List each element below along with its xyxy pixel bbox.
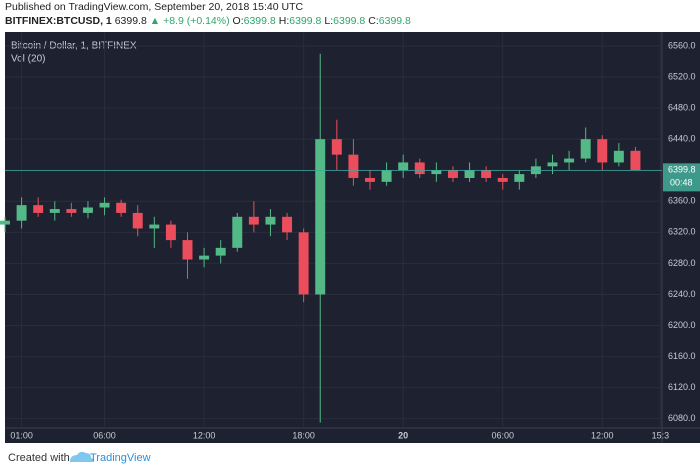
x-tick-label: 12:00 <box>193 430 216 440</box>
published: Published on TradingView.com, September … <box>5 1 304 13</box>
candle-body <box>199 255 210 260</box>
ohlc-value: 6399.8 <box>333 15 366 27</box>
last-price-label: 6399.8 <box>668 165 696 175</box>
candle-body <box>0 220 10 225</box>
candle-body <box>497 177 508 182</box>
chart-background <box>5 32 700 443</box>
y-tick-label: 6240.0 <box>668 289 696 299</box>
ohlc: O:6399.8 H:6399.8 L:6399.8 C:6399.8 <box>233 15 414 27</box>
countdown: 00:48 <box>670 178 693 188</box>
candle-body <box>215 247 226 256</box>
candle-body <box>182 240 193 260</box>
header: Published on TradingView.com, September … <box>5 0 414 28</box>
candle-body <box>149 224 160 229</box>
x-tick-label: 20 <box>398 430 408 440</box>
candle-body <box>232 216 243 248</box>
plot: 6080.0 6120.0 6160.0 6200.0 6240.0 6280.0 6320… <box>0 32 700 440</box>
brand: TradingView <box>90 452 151 464</box>
candle-body <box>630 150 641 171</box>
candle-body <box>16 205 27 221</box>
ohlc-label: C: <box>368 15 379 27</box>
ohlc-value: 6399.8 <box>378 15 411 27</box>
y-tick-label: 6560.0 <box>668 40 696 50</box>
candle-body <box>132 212 143 229</box>
x-tick-label: 12:00 <box>591 430 614 440</box>
arrow: ▲ <box>149 15 161 27</box>
candle-body <box>82 207 93 213</box>
y-tick-label: 6120.0 <box>668 382 696 392</box>
created-with: Created with <box>8 452 70 464</box>
change: +8.9 (+0.14%) <box>163 15 230 27</box>
candle-body <box>315 139 326 295</box>
y-tick-label: 6320.0 <box>668 227 696 237</box>
candle-body <box>116 202 127 213</box>
candle-body <box>381 170 392 182</box>
x-tick-label: 06:00 <box>93 430 116 440</box>
ohlc-value: 6399.8 <box>243 15 276 27</box>
candle-body <box>597 139 608 163</box>
ohlc-label: O: <box>232 15 244 27</box>
candle-body <box>431 170 442 175</box>
candle-body <box>464 170 475 178</box>
candle-body <box>49 209 60 213</box>
x-tick-label: 01:00 <box>10 430 33 440</box>
candle-body <box>99 202 110 208</box>
ohlc-value: 6399.8 <box>289 15 322 27</box>
logo <box>70 451 95 462</box>
y-tick-label: 6160.0 <box>668 351 696 361</box>
price: 6399.8 <box>114 15 147 27</box>
candle-body <box>248 216 259 225</box>
y-tick-label: 6080.0 <box>668 413 696 423</box>
x-tick-label: 18:00 <box>292 430 315 440</box>
candle-body <box>265 216 276 225</box>
y-tick-label: 6480.0 <box>668 102 696 112</box>
candle-body <box>514 174 525 182</box>
symbol: BITFINEX:BTCUSD, 1 <box>5 15 112 27</box>
candle-body <box>348 154 359 178</box>
candle-body <box>66 209 77 213</box>
y-tick-label: 6200.0 <box>668 320 696 330</box>
volume-label: Vol (20) <box>11 54 45 65</box>
candle-body <box>414 162 425 175</box>
ohlc-label: H: <box>278 15 290 27</box>
last-price-badge <box>663 163 700 192</box>
x-tick-label: 15:3 <box>652 430 670 440</box>
y-tick-label: 6360.0 <box>668 196 696 206</box>
y-tick-label: 6440.0 <box>668 134 696 144</box>
candle-body <box>365 177 375 182</box>
candle-body <box>398 162 409 171</box>
y-tick-label: 6520.0 <box>668 71 696 81</box>
candle-body <box>547 162 558 167</box>
candle-body <box>33 205 44 213</box>
candle-body <box>613 150 624 163</box>
quote-line: BITFINEX:BTCUSD, 1 6399.8 ▲ +8.9 (+0.14%… <box>5 14 414 28</box>
candle-body <box>331 139 342 155</box>
candle-body <box>282 216 293 233</box>
x-tick-label: 06:00 <box>491 430 514 440</box>
candle-body <box>165 224 176 241</box>
candle-body <box>447 170 458 178</box>
y-tick-label: 6280.0 <box>668 258 696 268</box>
ohlc-label: L: <box>324 15 334 27</box>
candle-body <box>298 232 309 295</box>
candle-body <box>481 170 492 178</box>
candle-body <box>580 139 591 159</box>
candle-body <box>564 158 575 163</box>
